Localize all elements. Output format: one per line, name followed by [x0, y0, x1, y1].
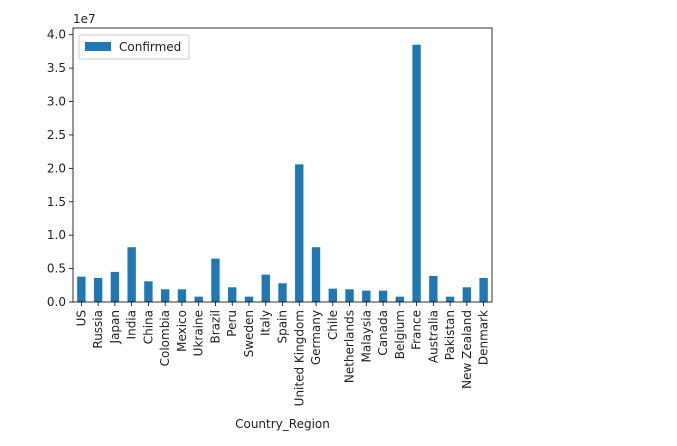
- x-tick-label: United Kingdom: [292, 310, 306, 406]
- bar-spain: [278, 283, 287, 302]
- x-tick-label: Japan: [108, 310, 122, 344]
- bar-canada: [378, 290, 388, 302]
- x-tick-label: Spain: [276, 310, 290, 344]
- x-tick-label: China: [141, 310, 155, 344]
- x-tick-label: Italy: [259, 310, 273, 336]
- x-tick-label: Peru: [225, 310, 239, 337]
- bar-chile: [328, 288, 337, 302]
- legend-label-confirmed: Confirmed: [119, 40, 181, 54]
- x-tick-label: Belgium: [393, 310, 407, 359]
- y-tick-label: 2.0: [47, 161, 66, 175]
- bar-australia: [429, 275, 438, 302]
- y-tick-label: 3.5: [47, 61, 66, 75]
- bar-denmark: [479, 277, 488, 302]
- x-tick-label: Mexico: [175, 310, 189, 352]
- bar-colombia: [160, 289, 170, 302]
- bar-russia: [93, 277, 103, 302]
- bar-japan: [110, 271, 120, 302]
- legend: Confirmed: [78, 34, 190, 60]
- x-tick-label: Brazil: [208, 310, 222, 344]
- x-tick-label: France: [410, 310, 424, 350]
- y-offset-label: 1e7: [73, 12, 96, 26]
- bars-group: [77, 44, 488, 303]
- y-tick-label: 0.0: [47, 295, 66, 309]
- bar-malaysia: [362, 290, 371, 302]
- bar-india: [127, 247, 136, 302]
- x-tick-label: India: [125, 310, 139, 339]
- y-axis: 0.0 0.5 1.0 1.5 2.0 2.5 3.0 3.5 4.0: [47, 28, 73, 309]
- bar-pakistan: [445, 296, 455, 302]
- legend-swatch-confirmed: [85, 42, 111, 51]
- bar-peru: [228, 287, 237, 302]
- x-tick-label: Chile: [326, 310, 340, 340]
- x-tick-label: US: [74, 310, 88, 326]
- x-tick-label: Australia: [426, 310, 440, 363]
- plot-frame: [72, 27, 493, 303]
- bar-france: [412, 44, 421, 303]
- x-axis: US Russia Japan India China Colombia Mexico Ukr…: [74, 302, 491, 406]
- y-tick-label: 1.5: [47, 195, 66, 209]
- bar-united-kingdom: [295, 164, 304, 302]
- bar-belgium: [395, 296, 405, 302]
- x-tick-label: Sweden: [242, 310, 256, 357]
- y-tick-label: 4.0: [47, 28, 66, 42]
- y-tick-label: 3.0: [47, 95, 66, 109]
- bar-netherlands: [345, 289, 354, 302]
- y-tick-label: 0.5: [47, 262, 66, 276]
- y-tick-label: 1.0: [47, 228, 66, 242]
- x-tick-label: Russia: [91, 310, 105, 349]
- x-tick-label: Colombia: [158, 310, 172, 366]
- bar-brazil: [211, 258, 220, 302]
- x-tick-label: Netherlands: [343, 310, 357, 383]
- bar-germany: [311, 247, 321, 302]
- bar-italy: [261, 274, 270, 302]
- bar-mexico: [177, 289, 187, 302]
- x-tick-label: Canada: [376, 310, 390, 356]
- bar-ukraine: [194, 296, 203, 302]
- bar-sweden: [244, 296, 254, 302]
- bar-us: [77, 276, 86, 302]
- x-axis-label: Country_Region: [235, 417, 330, 431]
- bar-new-zealand: [462, 287, 472, 302]
- y-tick-label: 2.5: [47, 128, 66, 142]
- x-tick-label: Denmark: [477, 310, 491, 365]
- x-tick-label: Malaysia: [359, 310, 373, 362]
- x-tick-label: Pakistan: [443, 310, 457, 360]
- legend-box: [78, 34, 190, 60]
- bar-china: [144, 281, 153, 302]
- x-tick-label: New Zealand: [460, 310, 474, 389]
- x-tick-label: Germany: [309, 310, 323, 365]
- x-tick-label: Ukraine: [192, 310, 206, 356]
